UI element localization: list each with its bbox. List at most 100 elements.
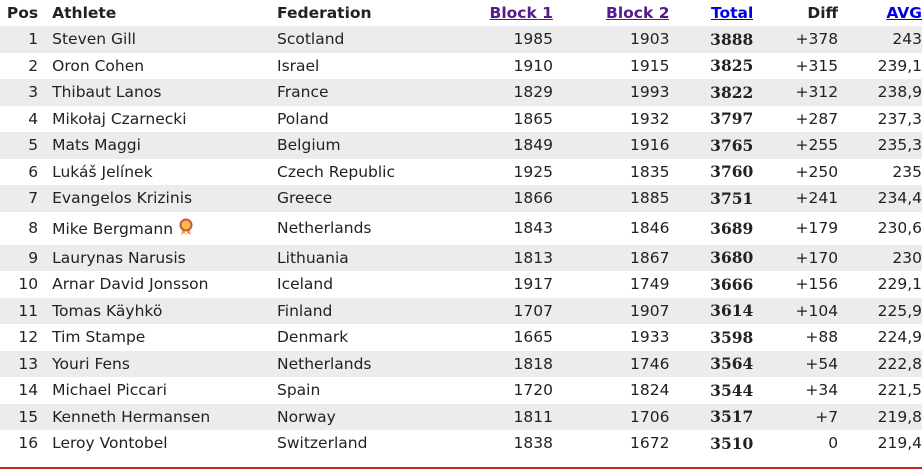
- sort-link[interactable]: AVG: [886, 4, 922, 22]
- block-1: 1707: [481, 297, 553, 324]
- column-header: Total: [669, 0, 753, 26]
- column-header: Block 1: [481, 0, 553, 26]
- total: 3751: [669, 185, 754, 212]
- block-1: 1843: [513, 219, 553, 237]
- position: 6: [28, 162, 39, 181]
- block-1: 1910: [513, 56, 553, 75]
- total: 3517: [669, 403, 754, 430]
- diff: +378: [753, 26, 839, 53]
- result-row: 4 Mikołaj Czarnecki Poland 1865 1932 3797 +287…: [0, 106, 922, 133]
- position: 10: [18, 275, 39, 294]
- block-2: 1706: [552, 403, 670, 430]
- average: 225,9: [838, 297, 922, 324]
- total: 3797: [710, 109, 754, 129]
- total: 3765: [669, 132, 754, 159]
- result-row: 10 Arnar David Jonsson Iceland 1917 1749 3666…: [0, 271, 922, 298]
- block-1: 1829: [481, 79, 553, 106]
- block-1: 1665: [513, 328, 553, 347]
- federation: Iceland: [277, 275, 334, 294]
- total: 3760: [710, 162, 754, 182]
- result-row: 5 Mats Maggi Belgium 1849 1916 3765 +255 235,3: [0, 132, 922, 159]
- block-1: 1838: [513, 434, 553, 453]
- result-row: 13 Youri Fens Netherlands 1818 1746 3564 +54 22…: [0, 350, 922, 377]
- average: 224,9: [877, 328, 922, 347]
- block-1: 1811: [481, 403, 553, 430]
- total: 3598: [710, 327, 754, 347]
- block-2: 1835: [630, 162, 670, 181]
- total: 3689: [710, 218, 754, 238]
- diff: +7: [753, 403, 839, 430]
- average: 243: [838, 26, 922, 53]
- federation: Switzerland: [277, 434, 368, 453]
- block-1: 1818: [481, 350, 553, 377]
- position: 15: [0, 403, 53, 430]
- block-1: 1925: [513, 162, 553, 181]
- column-header: Federation: [277, 4, 372, 22]
- position: 4: [28, 109, 39, 128]
- column-header: Pos: [6, 4, 39, 22]
- block-2: 1672: [630, 434, 670, 453]
- result-row: 8 Mike Bergmann Netherlands 1843 1846 3689 +17…: [0, 212, 922, 245]
- block-2: 1933: [630, 328, 670, 347]
- result-row: 9 Laurynas Narusis Lithuania 1813 1867 3680 +1…: [0, 244, 922, 271]
- table-body: 1 Steven Gill Scotland 1985 1903 3888 +378 243 2…: [0, 26, 922, 457]
- athlete: Tomas Käyhkö: [52, 297, 277, 324]
- block-1: 1985: [481, 26, 553, 53]
- athlete: Kenneth Hermansen: [52, 403, 277, 430]
- diff: +179: [795, 219, 839, 237]
- diff: +104: [753, 297, 839, 324]
- result-row: 14 Michael Piccari Spain 1720 1824 3544 +34 221…: [0, 377, 922, 404]
- sort-link[interactable]: Block 2: [606, 4, 670, 22]
- block-2: 1885: [552, 185, 670, 212]
- result-row: 16 Leroy Vontobel Switzerland 1838 1672 3510 0…: [0, 430, 922, 457]
- federation: Greece: [277, 185, 482, 212]
- diff: +315: [795, 56, 839, 75]
- block-2: 1915: [630, 56, 670, 75]
- federation: Norway: [277, 403, 482, 430]
- sort-link[interactable]: Total: [710, 4, 754, 22]
- total: 3888: [669, 26, 754, 53]
- average: 230: [838, 244, 922, 271]
- federation: Spain: [277, 381, 321, 400]
- result-row: 1 Steven Gill Scotland 1985 1903 3888 +378 243: [0, 26, 922, 53]
- result-row: 7 Evangelos Krizinis Greece 1866 1885 3751 +24…: [0, 185, 922, 212]
- average: 230,6: [877, 219, 922, 237]
- diff: +34: [805, 381, 839, 400]
- average: 222,8: [838, 350, 922, 377]
- position: 13: [0, 350, 53, 377]
- header-row: Pos Athlete Federation Block 1 Block 2 Total D…: [0, 0, 922, 26]
- column-header: Block 2: [553, 0, 670, 26]
- average: 219,4: [877, 434, 922, 453]
- results-table: Pos Athlete Federation Block 1 Block 2 Total D…: [0, 0, 922, 457]
- sort-link[interactable]: Block 1: [489, 4, 553, 22]
- federation: Poland: [277, 109, 329, 128]
- block-1: 1849: [481, 132, 553, 159]
- block-2: 1746: [552, 350, 670, 377]
- position: 11: [0, 297, 53, 324]
- federation: France: [277, 79, 482, 106]
- block-2: 1749: [630, 275, 670, 294]
- athlete: Oron Cohen: [52, 56, 145, 75]
- position: 1: [0, 26, 53, 53]
- athlete: Mats Maggi: [52, 132, 277, 159]
- athlete: Evangelos Krizinis: [52, 185, 277, 212]
- average: 219,8: [838, 403, 922, 430]
- result-row: 15 Kenneth Hermansen Norway 1811 1706 3517 +7 2…: [0, 403, 922, 430]
- total: 3614: [669, 297, 754, 324]
- federation: Scotland: [277, 26, 482, 53]
- position: 8: [28, 219, 39, 237]
- block-2: 1846: [630, 219, 670, 237]
- block-1: 1917: [513, 275, 553, 294]
- block-2: 1824: [630, 381, 670, 400]
- athlete: Laurynas Narusis: [52, 244, 277, 271]
- diff: +241: [753, 185, 839, 212]
- athlete: Leroy Vontobel: [52, 434, 168, 453]
- result-row: 3 Thibaut Lanos France 1829 1993 3822 +312 238,…: [0, 79, 922, 106]
- average: 238,9: [838, 79, 922, 106]
- diff: +312: [753, 79, 839, 106]
- diff: +255: [753, 132, 839, 159]
- athlete: Tim Stampe: [52, 328, 146, 347]
- position: 3: [0, 79, 53, 106]
- federation: Finland: [277, 297, 482, 324]
